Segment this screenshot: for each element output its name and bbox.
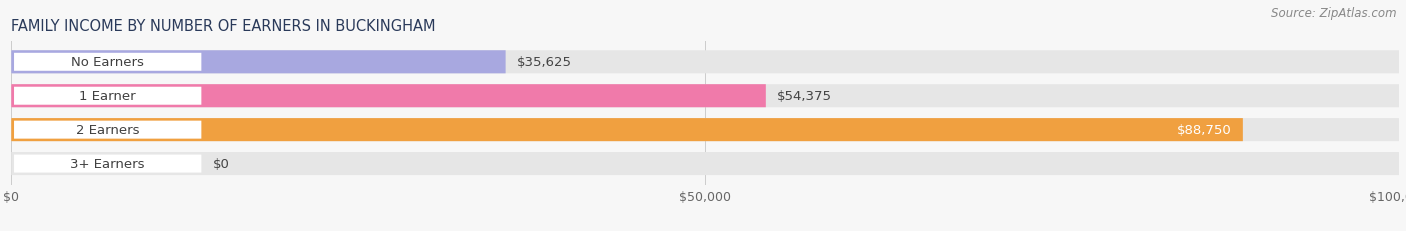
FancyBboxPatch shape [14,87,201,105]
FancyBboxPatch shape [11,51,506,74]
Text: No Earners: No Earners [72,56,145,69]
FancyBboxPatch shape [11,85,766,108]
FancyBboxPatch shape [11,85,1399,108]
Text: 3+ Earners: 3+ Earners [70,157,145,170]
Text: Source: ZipAtlas.com: Source: ZipAtlas.com [1271,7,1396,20]
FancyBboxPatch shape [11,152,1399,175]
FancyBboxPatch shape [11,119,1243,142]
FancyBboxPatch shape [14,121,201,139]
Text: $54,375: $54,375 [778,90,832,103]
Text: $88,750: $88,750 [1177,124,1232,137]
Text: $0: $0 [212,157,229,170]
FancyBboxPatch shape [14,155,201,173]
Text: 1 Earner: 1 Earner [79,90,136,103]
Text: $35,625: $35,625 [517,56,572,69]
Text: 2 Earners: 2 Earners [76,124,139,137]
FancyBboxPatch shape [14,54,201,71]
FancyBboxPatch shape [11,51,1399,74]
Text: FAMILY INCOME BY NUMBER OF EARNERS IN BUCKINGHAM: FAMILY INCOME BY NUMBER OF EARNERS IN BU… [11,18,436,33]
FancyBboxPatch shape [11,119,1399,142]
